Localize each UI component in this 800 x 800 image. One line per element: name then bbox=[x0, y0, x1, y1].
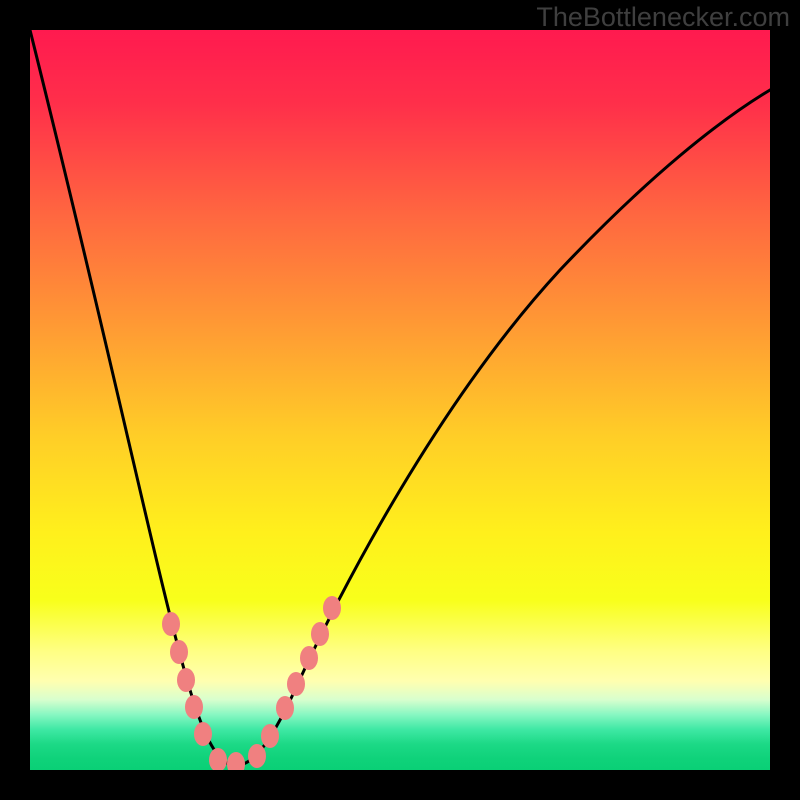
watermark-text: TheBottlenecker.com bbox=[536, 2, 790, 33]
marker-point bbox=[261, 724, 279, 748]
marker-point bbox=[185, 695, 203, 719]
chart-container: TheBottlenecker.com bbox=[0, 0, 800, 800]
marker-point bbox=[300, 646, 318, 670]
marker-point bbox=[162, 612, 180, 636]
marker-point bbox=[177, 668, 195, 692]
marker-point bbox=[323, 596, 341, 620]
marker-point bbox=[209, 748, 227, 772]
marker-point bbox=[227, 752, 245, 776]
plot-gradient-background bbox=[30, 30, 770, 770]
marker-point bbox=[276, 696, 294, 720]
marker-point bbox=[287, 672, 305, 696]
chart-svg bbox=[0, 0, 800, 800]
marker-point bbox=[248, 744, 266, 768]
marker-point bbox=[194, 722, 212, 746]
marker-point bbox=[311, 622, 329, 646]
marker-point bbox=[170, 640, 188, 664]
